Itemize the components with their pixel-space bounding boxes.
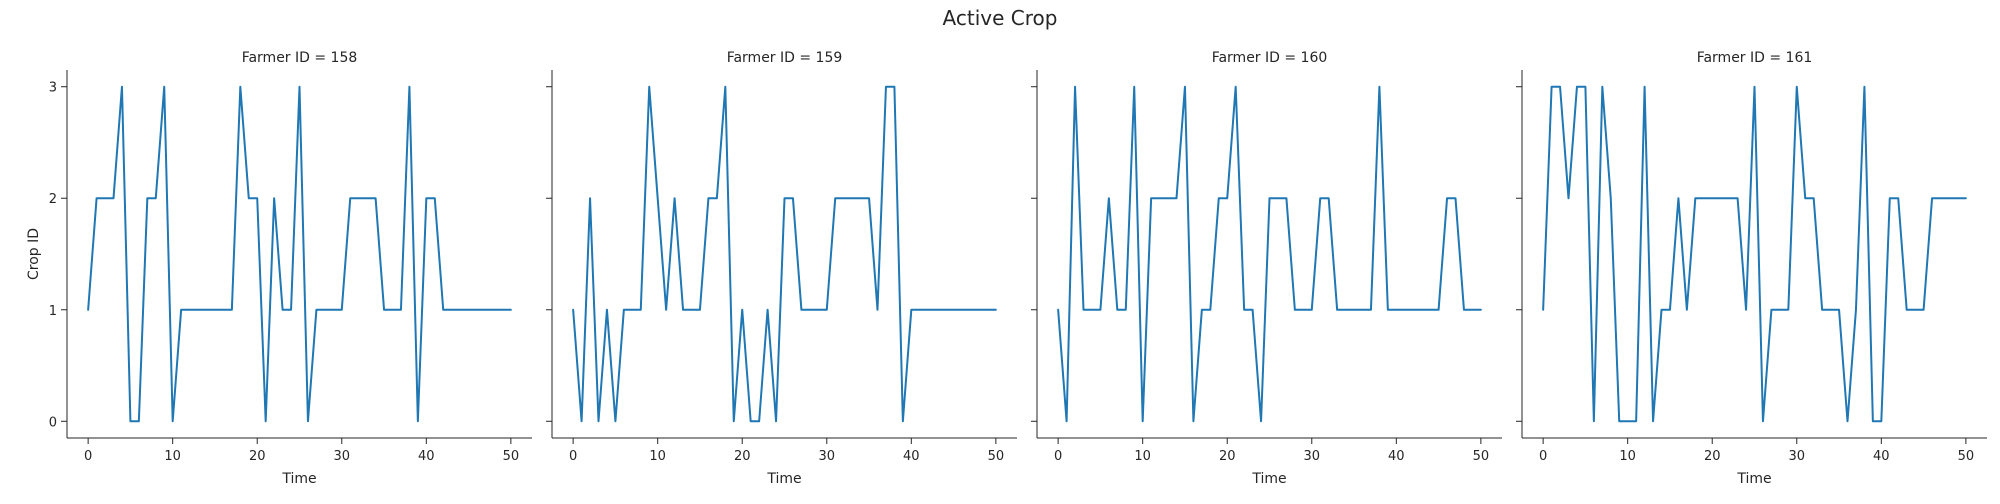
x-tick-label: 20 xyxy=(1219,449,1236,464)
x-tick-label: 40 xyxy=(1388,449,1405,464)
panel-title: Farmer ID = 158 xyxy=(242,50,358,66)
x-tick-label: 30 xyxy=(818,449,835,464)
y-tick-label: 2 xyxy=(49,192,57,207)
y-axis-label: Crop ID xyxy=(26,228,42,280)
x-tick-label: 40 xyxy=(903,449,920,464)
x-tick-label: 30 xyxy=(1788,449,1805,464)
series-line xyxy=(1542,85,1967,423)
x-tick-label: 10 xyxy=(164,449,181,464)
x-tick-label: 20 xyxy=(249,449,266,464)
x-tick-label: 0 xyxy=(1539,449,1547,464)
x-tick-label: 20 xyxy=(734,449,751,464)
x-tick-label: 40 xyxy=(418,449,435,464)
x-tick-label: 0 xyxy=(84,449,92,464)
y-tick-label: 0 xyxy=(49,415,57,430)
x-axis-label: Time xyxy=(1736,471,1771,487)
y-tick-label: 1 xyxy=(49,304,57,319)
x-tick-label: 0 xyxy=(569,449,577,464)
x-axis-label: Time xyxy=(1251,471,1286,487)
y-tick-label: 3 xyxy=(49,81,57,96)
x-tick-label: 50 xyxy=(988,449,1005,464)
x-axis-label: Time xyxy=(281,471,316,487)
x-tick-label: 50 xyxy=(1473,449,1490,464)
panel-title: Farmer ID = 159 xyxy=(727,50,843,66)
x-tick-label: 30 xyxy=(333,449,350,464)
x-tick-label: 0 xyxy=(1054,449,1062,464)
x-tick-label: 40 xyxy=(1873,449,1890,464)
series-line xyxy=(87,85,512,423)
series-line xyxy=(572,85,997,423)
x-tick-label: 10 xyxy=(1134,449,1151,464)
panel-title: Farmer ID = 161 xyxy=(1697,50,1813,66)
x-tick-label: 50 xyxy=(1958,449,1975,464)
x-tick-label: 10 xyxy=(1619,449,1636,464)
x-tick-label: 10 xyxy=(649,449,666,464)
figure-title: Active Crop xyxy=(943,6,1058,30)
x-tick-label: 30 xyxy=(1303,449,1320,464)
panel-title: Farmer ID = 160 xyxy=(1212,50,1328,66)
series-line xyxy=(1057,85,1482,423)
x-tick-label: 50 xyxy=(503,449,520,464)
x-axis-label: Time xyxy=(766,471,801,487)
x-tick-label: 20 xyxy=(1704,449,1721,464)
